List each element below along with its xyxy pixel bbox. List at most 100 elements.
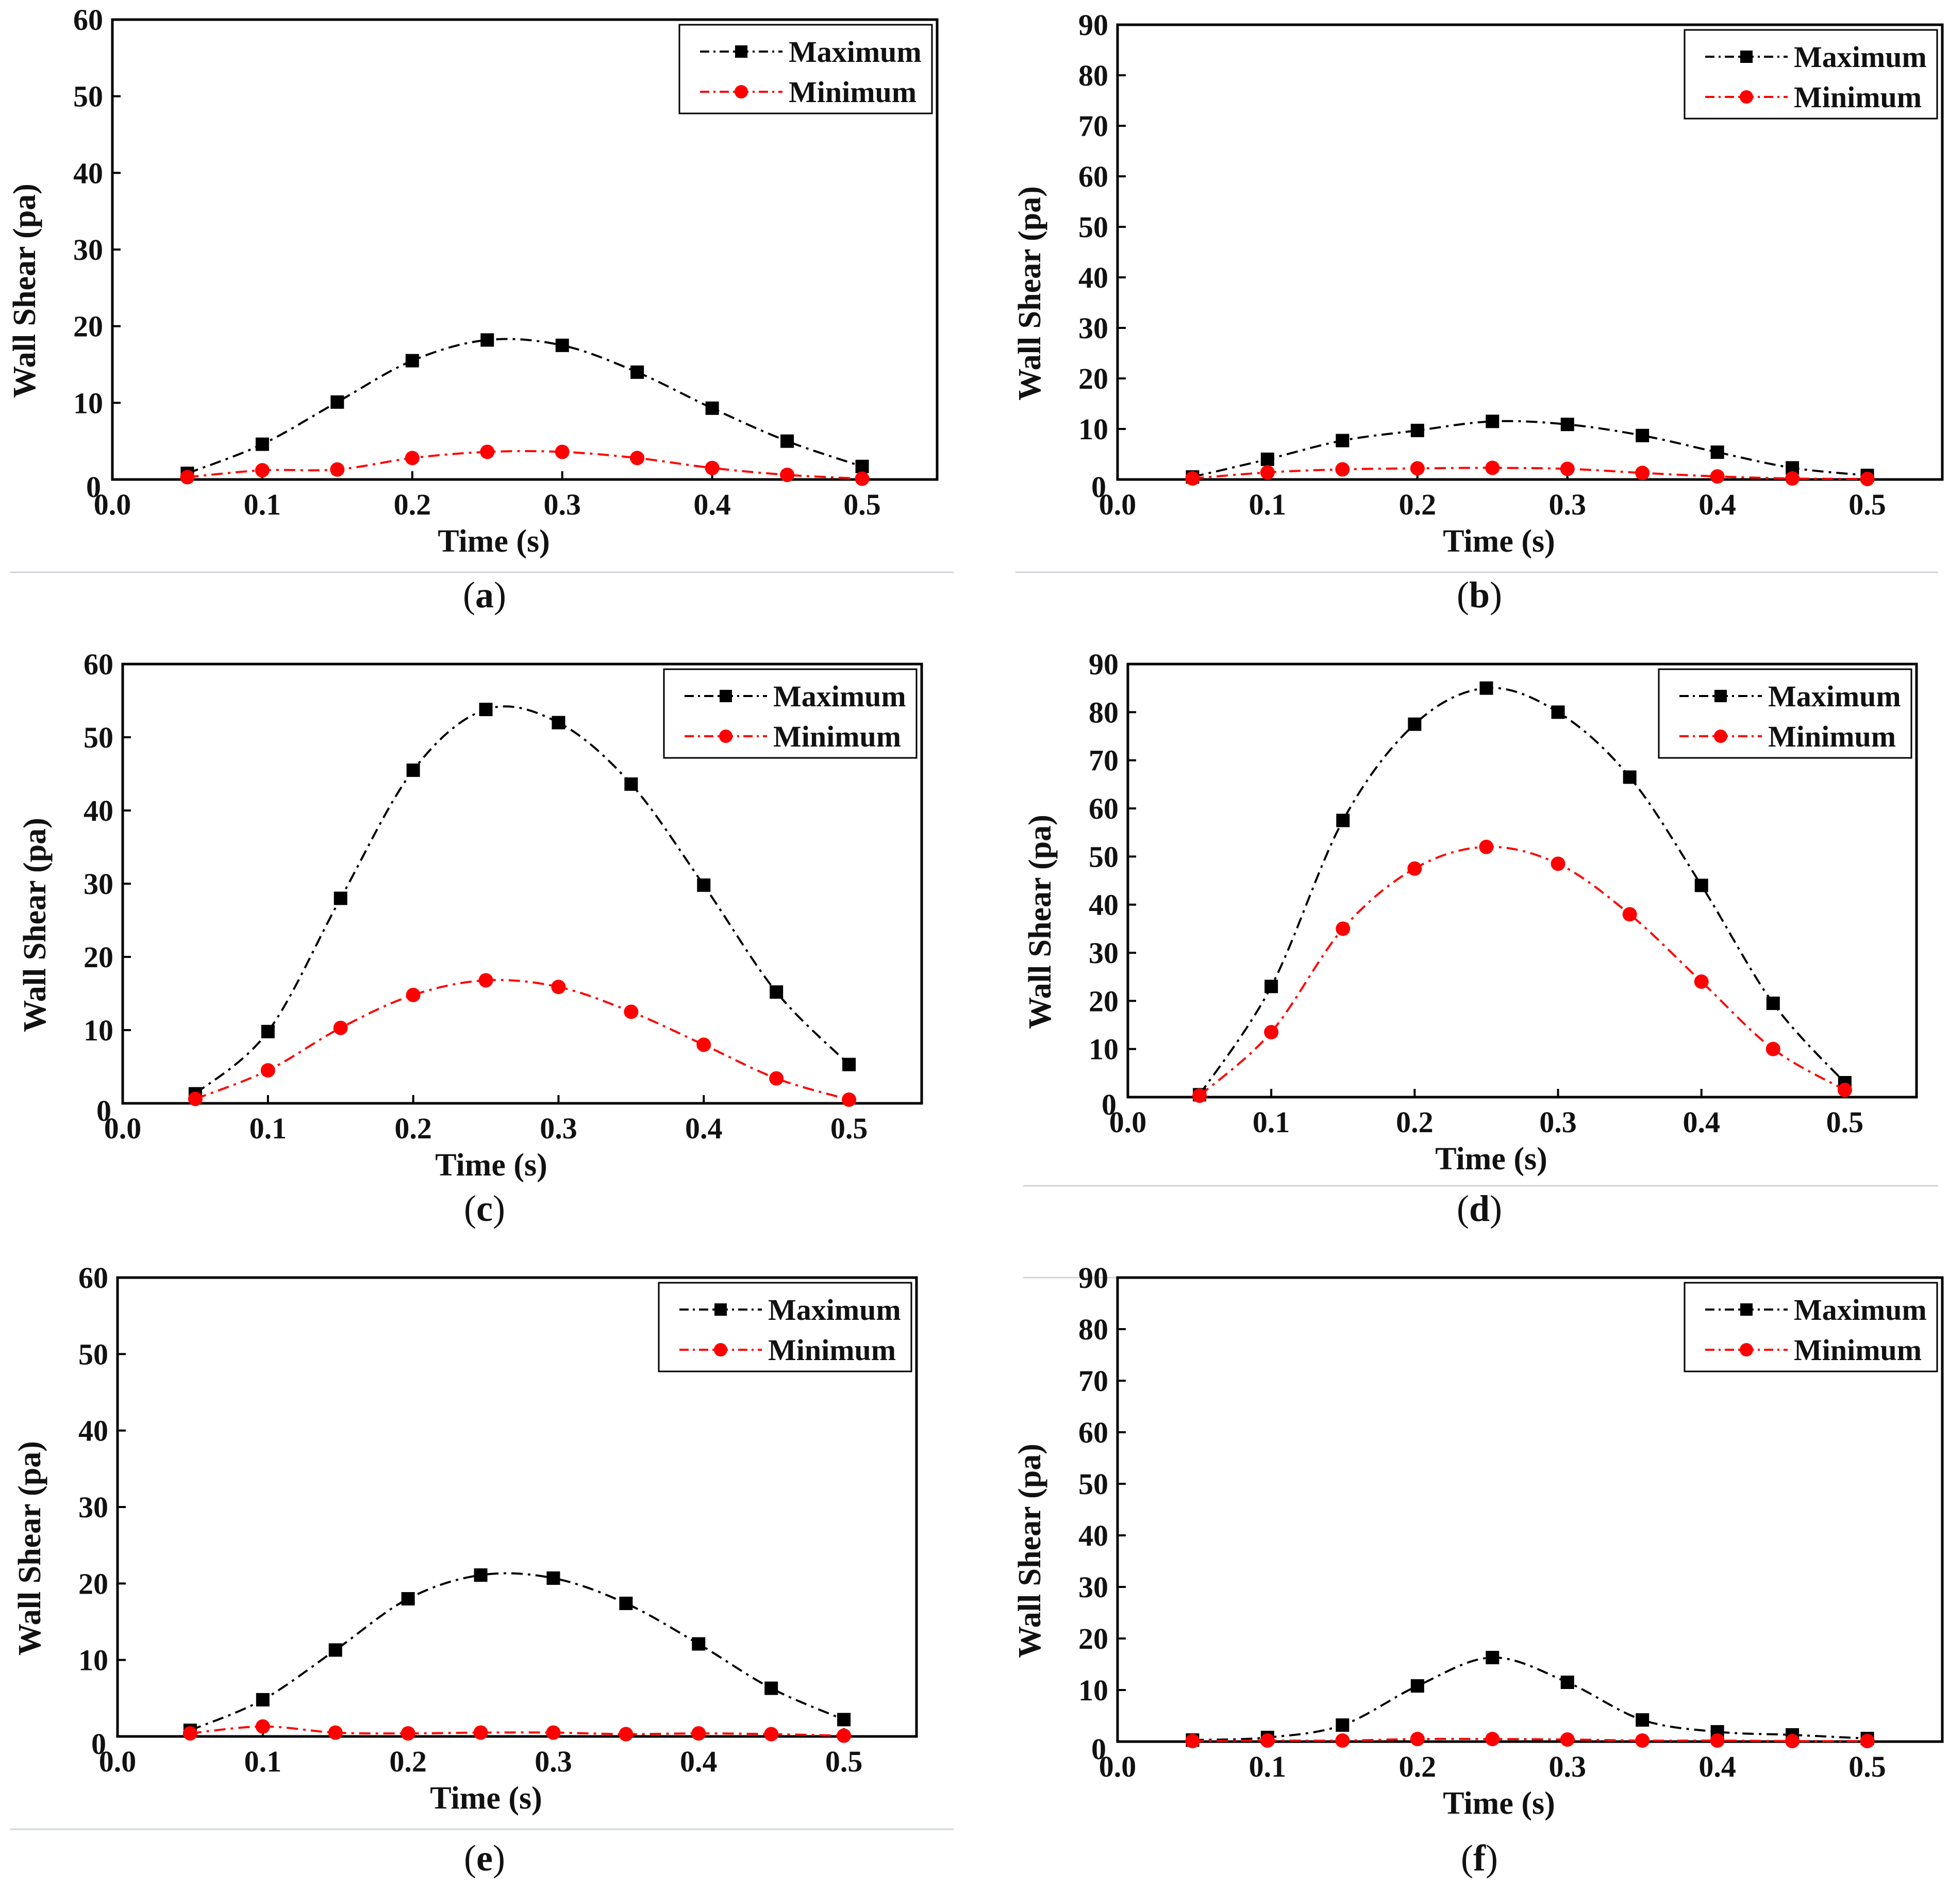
plot-frame [1116, 23, 1944, 481]
y-axis-title: Wall Shear (pa) [18, 818, 53, 1032]
y-tick-label: 10 [1089, 1033, 1119, 1066]
data-point-minimum [1551, 856, 1565, 871]
data-point-minimum [691, 1726, 706, 1741]
y-tick-label: 40 [1089, 888, 1119, 922]
x-tick-label: 0.2 [1399, 488, 1437, 521]
x-tick-label: 0.1 [1249, 488, 1287, 521]
data-point-minimum [705, 460, 720, 475]
plot-frame [1116, 1276, 1944, 1743]
y-tick-label: 60 [84, 648, 113, 681]
data-point-minimum [630, 451, 645, 466]
x-tick-label: 0.3 [1539, 1105, 1577, 1139]
x-tick-label: 0.2 [1399, 1750, 1437, 1783]
data-point-minimum [855, 471, 870, 486]
data-point-minimum [255, 463, 270, 478]
data-point-maximum [1636, 428, 1650, 442]
data-point-minimum [1765, 1041, 1780, 1056]
series-line-minimum [195, 979, 849, 1101]
panel-caption: (d) [1457, 1188, 1502, 1229]
legend-box [678, 24, 933, 114]
x-axis-title: Time (s) [1435, 1141, 1547, 1177]
legend: Maximum Minimum [678, 24, 933, 114]
y-axis-title: Wall Shear (pa) [7, 184, 42, 398]
data-point-minimum [555, 444, 570, 459]
data-point-minimum [1485, 460, 1500, 475]
data-point-minimum [1407, 861, 1422, 876]
legend-label-minimum: Minimum [789, 75, 917, 109]
data-point-minimum [330, 462, 345, 477]
y-tick-label: 10 [73, 386, 103, 420]
y-tick-label: 50 [78, 1337, 108, 1371]
chart-panel-b: 0.0 0.1 0.2 0.3 0.4 0.5 10 20 30 40 50 60 70 80 90 0 Tim… [1012, 8, 1944, 616]
data-point-maximum [555, 338, 569, 352]
data-point-minimum [1710, 1733, 1725, 1748]
y-tick-label: 10 [1078, 1674, 1108, 1707]
series-line-minimum [187, 450, 862, 480]
data-point-minimum [780, 468, 795, 483]
data-point-maximum [842, 1057, 856, 1071]
data-point-minimum [1264, 1025, 1279, 1039]
legend-box [1658, 668, 1912, 759]
data-point-maximum [1551, 705, 1565, 719]
x-tick-label: 0.5 [843, 488, 881, 521]
y-tick-label: 30 [84, 867, 113, 901]
y-tick-label: 20 [73, 310, 103, 343]
x-tick-label: 0.1 [244, 488, 281, 521]
data-point-maximum [697, 878, 711, 892]
data-point-minimum [1185, 471, 1200, 486]
y-tick-label: 40 [1078, 1519, 1108, 1552]
x-tick-label: 0.5 [1848, 488, 1886, 521]
chart-panel-a: 0.0 0.1 0.2 0.3 0.4 0.5 10 20 30 40 50 60 0 Time (s) W… [7, 3, 954, 616]
y-tick-label: 40 [1078, 261, 1108, 294]
data-point-minimum [1185, 1734, 1200, 1748]
legend-swatch-marker [735, 85, 748, 98]
x-tick-label: 0.1 [244, 1745, 282, 1778]
x-axis-title: Time (s) [1443, 524, 1555, 559]
data-point-minimum [1479, 839, 1494, 854]
x-tick-label: 0.4 [685, 1112, 723, 1145]
data-point-minimum [1260, 1733, 1275, 1748]
data-point-maximum [1623, 770, 1637, 784]
data-point-minimum [1560, 1732, 1575, 1747]
x-tick-label: 0.0 [1109, 1105, 1147, 1139]
data-point-minimum [1635, 466, 1650, 481]
data-point-minimum [769, 1071, 784, 1086]
series-line-minimum [1192, 1737, 1868, 1743]
legend-swatch-marker [1740, 1303, 1753, 1316]
chart-panel-f: 0.0 0.1 0.2 0.3 0.4 0.5 10 20 30 40 50 60 70 80 90 0 Tim… [1012, 1261, 1944, 1879]
x-axis-title: Time (s) [438, 524, 550, 559]
legend-swatch-marker [1740, 90, 1753, 104]
data-point-maximum [546, 1571, 560, 1585]
data-point-minimum [1860, 1734, 1875, 1748]
chart-panel-e: 0.0 0.1 0.2 0.3 0.4 0.5 10 20 30 40 50 60 0 Time (s) W… [10, 1261, 954, 1879]
x-tick-label: 0.3 [535, 1745, 572, 1778]
y-tick-label: 70 [1089, 744, 1119, 777]
y-tick-label: 20 [78, 1567, 108, 1600]
y-axis-title: Wall Shear (pa) [1023, 815, 1058, 1029]
x-axis-title: Time (s) [1443, 1786, 1555, 1821]
data-point-minimum [401, 1726, 415, 1741]
y-tick-label: 90 [1089, 648, 1119, 681]
data-point-minimum [1694, 974, 1709, 989]
x-tick-label: 0.5 [830, 1112, 868, 1145]
x-tick-label: 0.1 [1249, 1750, 1287, 1783]
data-point-minimum [180, 470, 195, 485]
data-point-maximum [1336, 814, 1350, 827]
y-tick-label: 80 [1089, 696, 1119, 729]
legend-box [663, 668, 918, 759]
x-tick-label: 0.4 [693, 488, 731, 521]
data-point-minimum [1710, 469, 1725, 484]
legend: Maximum Minimum [1658, 668, 1912, 759]
x-axis-title: Time (s) [435, 1148, 547, 1183]
data-point-minimum [696, 1037, 711, 1052]
data-point-maximum [256, 1693, 270, 1707]
data-point-maximum [1766, 997, 1780, 1010]
legend-label-minimum: Minimum [1794, 80, 1922, 114]
data-point-maximum [1486, 1651, 1500, 1664]
y-tick-label: 60 [1078, 1416, 1108, 1449]
data-point-minimum [837, 1728, 852, 1743]
y-tick-label: 20 [1078, 362, 1108, 395]
data-point-maximum [764, 1681, 778, 1695]
origin-label: 0 [1102, 1088, 1117, 1121]
